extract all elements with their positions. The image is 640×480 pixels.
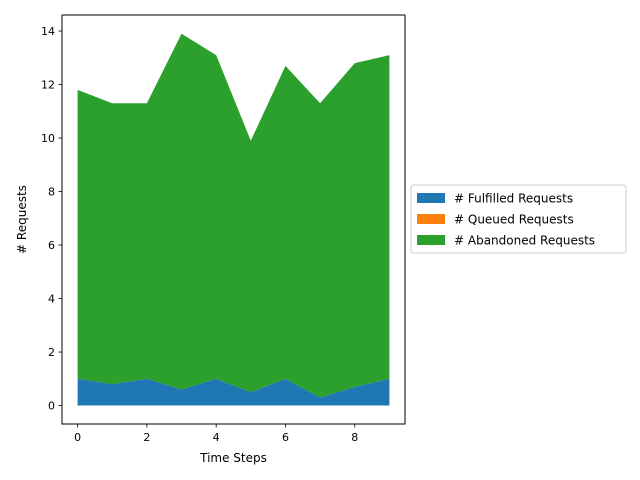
x-tick-label: 6 [282, 431, 289, 444]
legend-swatch [417, 193, 445, 203]
y-tick-label: 8 [48, 186, 55, 199]
legend-label: # Fulfilled Requests [454, 192, 573, 206]
x-tick-label: 2 [143, 431, 150, 444]
y-axis: 0 2 4 6 8 10 12 14 [41, 25, 62, 413]
legend-swatch [417, 235, 445, 245]
area-series-2 [77, 33, 390, 398]
plot-frame [61, 14, 406, 425]
legend-box [410, 184, 627, 254]
legend-label: # Abandoned Requests [454, 234, 595, 248]
x-tick-label: 8 [351, 431, 358, 444]
x-tick-label: 0 [74, 431, 81, 444]
y-tick-label: 14 [41, 25, 55, 38]
area-series-group [77, 33, 390, 406]
y-tick-label: 6 [48, 239, 55, 252]
y-tick-label: 4 [48, 293, 55, 306]
x-tick-label: 4 [213, 431, 220, 444]
legend: # Fulfilled Requests # Queued Requests # A… [410, 184, 627, 254]
x-axis-label: Time Steps [199, 451, 267, 465]
y-axis-label: # Requests [15, 185, 29, 254]
y-tick-label: 12 [41, 79, 55, 92]
y-tick-label: 2 [48, 346, 55, 359]
area-series-0 [77, 378, 390, 406]
legend-label: # Queued Requests [454, 213, 574, 227]
y-tick-label: 10 [41, 132, 55, 145]
x-axis: 0 2 4 6 8 [74, 424, 358, 444]
y-tick-label: 0 [48, 400, 55, 413]
legend-swatch [417, 214, 445, 224]
